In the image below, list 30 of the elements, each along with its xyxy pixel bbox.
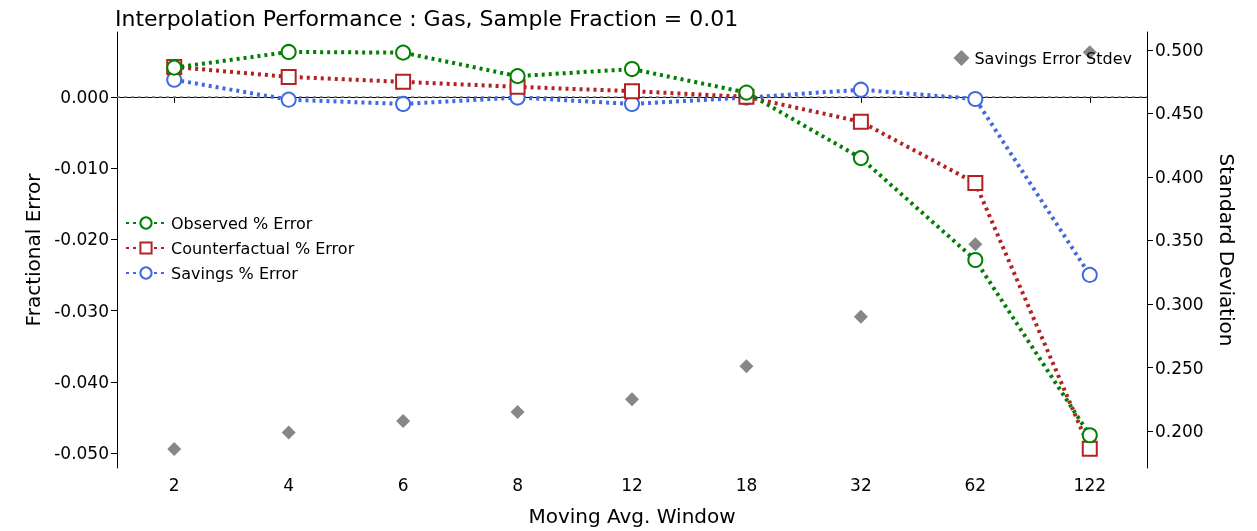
chart-title: Interpolation Performance : Gas, Sample Fraction = 0.01 — [115, 5, 739, 31]
y-tick-label: -0.010 — [54, 158, 109, 179]
x-tick-label: 6 — [397, 474, 409, 495]
y2-tick-label: 0.200 — [1155, 421, 1204, 442]
y2-axis-title: Standard Deviation — [1215, 153, 1239, 347]
x-axis-title: Moving Avg. Window — [528, 504, 736, 528]
x-tick-label: 2 — [168, 474, 180, 495]
x-tick-label: 62 — [964, 474, 987, 495]
x-tick-label: 8 — [512, 474, 523, 495]
y-tick-label: -0.030 — [54, 300, 109, 321]
y2-tick-label: 0.400 — [1155, 166, 1204, 187]
x-tick-label: 12 — [621, 474, 643, 495]
x-tick-label: 4 — [283, 474, 295, 495]
y-tick-label: -0.040 — [54, 371, 109, 392]
x-tick-label: 18 — [735, 474, 758, 495]
y-tick-label: -0.020 — [54, 229, 109, 250]
y2-tick-label: 0.350 — [1155, 230, 1204, 251]
y-axis-title: Fractional Error — [21, 172, 46, 327]
x-tick-label: 122 — [1073, 474, 1106, 495]
legend-label: Savings % Error — [171, 263, 299, 283]
y2-tick-label: 0.500 — [1155, 39, 1204, 60]
y2-tick-label: 0.300 — [1155, 294, 1204, 315]
y2-tick-label: 0.450 — [1155, 103, 1204, 124]
legend-label: Savings Error Stdev — [974, 48, 1132, 68]
y-tick-label: 0.000 — [60, 86, 109, 107]
legend-label: Counterfactual % Error — [171, 238, 355, 258]
legend-label: Observed % Error — [171, 213, 313, 233]
y2-tick-label: 0.250 — [1155, 357, 1204, 378]
y-tick-label: -0.050 — [54, 443, 109, 464]
x-tick-label: 32 — [850, 474, 872, 495]
